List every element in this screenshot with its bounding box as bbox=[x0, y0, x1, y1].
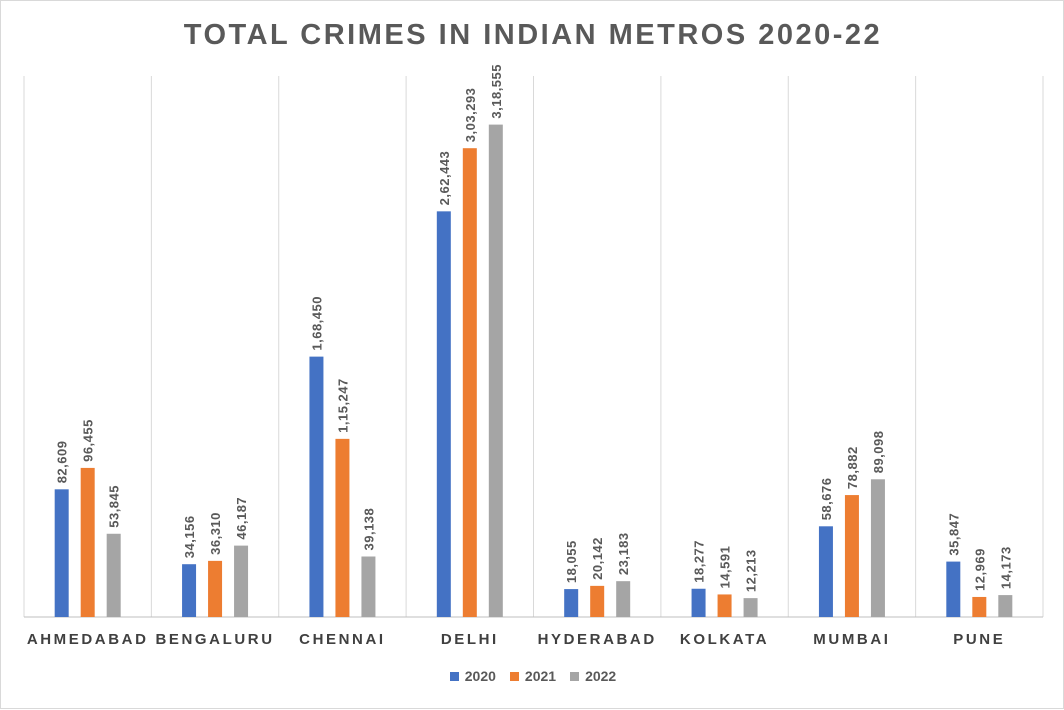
bar-delhi-2020 bbox=[436, 211, 451, 617]
legend-swatch bbox=[570, 671, 580, 681]
data-label: 1,15,247 bbox=[335, 378, 350, 433]
data-label: 96,455 bbox=[81, 419, 96, 462]
legend: 2020 2021 2022 bbox=[1, 668, 1064, 684]
bar-mumbai-2022 bbox=[870, 479, 885, 617]
legend-swatch bbox=[449, 671, 459, 681]
bar-mumbai-2020 bbox=[818, 526, 833, 617]
legend-label: 2021 bbox=[524, 668, 557, 684]
x-tick-label: PUNE bbox=[953, 631, 1005, 648]
bar-chennai-2021 bbox=[335, 438, 350, 617]
data-label: 1,68,450 bbox=[309, 296, 324, 351]
data-label: 35,847 bbox=[946, 513, 961, 556]
x-tick-label: AHMEDABAD bbox=[27, 631, 149, 648]
bar-ahmedabad-2022 bbox=[106, 533, 121, 617]
data-label: 39,138 bbox=[361, 508, 376, 551]
bar-hyderabad-2022 bbox=[616, 581, 631, 617]
data-label: 53,845 bbox=[107, 485, 122, 528]
data-label: 23,183 bbox=[616, 532, 631, 575]
chart-title: TOTAL CRIMES IN INDIAN METROS 2020-22 bbox=[183, 19, 883, 51]
data-label: 58,676 bbox=[819, 478, 834, 521]
bar-chennai-2020 bbox=[309, 356, 324, 617]
bar-pune-2020 bbox=[946, 561, 961, 617]
bar-delhi-2022 bbox=[488, 124, 503, 618]
data-label: 89,098 bbox=[871, 431, 886, 474]
x-tick-label: MUMBAI bbox=[813, 631, 890, 648]
bar-pune-2021 bbox=[972, 596, 987, 617]
data-label: 18,055 bbox=[564, 540, 579, 583]
bar-hyderabad-2021 bbox=[590, 585, 605, 617]
legend-item: 2020 bbox=[449, 668, 496, 684]
legend-label: 2022 bbox=[585, 668, 617, 684]
data-label: 3,03,293 bbox=[463, 88, 478, 143]
bar-hyderabad-2020 bbox=[564, 589, 579, 617]
bar-pune-2022 bbox=[998, 595, 1013, 617]
legend-swatch bbox=[509, 671, 519, 681]
bar-mumbai-2021 bbox=[844, 495, 859, 617]
data-label: 36,310 bbox=[208, 512, 223, 555]
data-label: 14,591 bbox=[718, 546, 733, 589]
data-label: 18,277 bbox=[692, 540, 707, 583]
bar-ahmedabad-2021 bbox=[80, 467, 95, 617]
x-tick-label: KOLKATA bbox=[680, 631, 769, 648]
x-tick-label: CHENNAI bbox=[299, 631, 386, 648]
data-label: 46,187 bbox=[234, 497, 249, 540]
bar-bengaluru-2020 bbox=[182, 564, 197, 617]
legend-item: 2022 bbox=[570, 668, 616, 684]
bar-ahmedabad-2020 bbox=[54, 489, 69, 617]
legend-label: 2020 bbox=[464, 668, 496, 684]
bar-kolkata-2021 bbox=[717, 594, 732, 617]
bar-delhi-2021 bbox=[462, 148, 477, 617]
data-label: 14,173 bbox=[998, 546, 1013, 589]
data-label: 2,62,443 bbox=[437, 151, 452, 206]
data-label: 34,156 bbox=[182, 515, 197, 558]
data-label: 82,609 bbox=[55, 441, 70, 484]
bar-bengaluru-2022 bbox=[234, 545, 249, 617]
bar-bengaluru-2021 bbox=[208, 560, 223, 617]
data-label: 78,882 bbox=[845, 446, 860, 489]
data-label: 3,18,555 bbox=[489, 64, 504, 119]
x-tick-label: BENGALURU bbox=[155, 631, 274, 648]
x-tick-label: DELHI bbox=[441, 631, 499, 648]
x-tick-label: HYDERABAD bbox=[538, 631, 657, 648]
bar-kolkata-2020 bbox=[691, 588, 706, 617]
data-label: 12,213 bbox=[744, 549, 759, 592]
bar-kolkata-2022 bbox=[743, 598, 758, 617]
data-label: 12,969 bbox=[972, 548, 987, 591]
data-label: 20,142 bbox=[590, 537, 605, 580]
bar-chennai-2022 bbox=[361, 556, 376, 617]
legend-item: 2021 bbox=[509, 668, 557, 684]
